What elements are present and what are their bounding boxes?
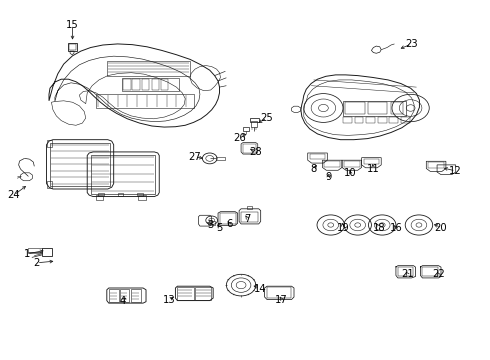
Text: 25: 25 (261, 113, 273, 123)
Bar (91, 155, 155, 194)
Bar (345, 102, 365, 114)
Bar (107, 61, 190, 76)
Text: 21: 21 (401, 269, 414, 279)
Text: 2: 2 (33, 258, 40, 268)
Bar (137, 193, 143, 196)
Text: 28: 28 (249, 147, 262, 157)
Bar (355, 117, 364, 123)
Bar (109, 289, 119, 302)
Bar (220, 213, 236, 224)
Bar (98, 193, 104, 196)
Text: 13: 13 (163, 294, 175, 305)
Text: 20: 20 (435, 222, 447, 233)
Bar (391, 102, 403, 114)
Bar (132, 79, 140, 90)
Text: 18: 18 (372, 222, 385, 233)
Text: 6: 6 (226, 219, 233, 229)
Bar (401, 117, 410, 123)
Text: 22: 22 (432, 269, 445, 279)
Text: 5: 5 (216, 222, 223, 233)
Bar (243, 127, 249, 131)
Bar (69, 44, 76, 50)
Bar (389, 117, 398, 123)
Bar (310, 154, 325, 159)
Bar (241, 212, 258, 222)
Bar (324, 161, 340, 167)
Bar (118, 193, 123, 196)
Bar (364, 159, 379, 164)
Bar (422, 267, 438, 276)
Bar (68, 43, 77, 51)
Text: 7: 7 (244, 213, 251, 224)
Bar (209, 221, 215, 225)
Bar (152, 79, 159, 90)
Bar (366, 117, 375, 123)
Bar (250, 118, 259, 122)
Text: 1: 1 (24, 249, 30, 259)
Text: 9: 9 (325, 172, 332, 182)
Bar (142, 79, 149, 90)
Bar (96, 195, 103, 200)
Bar (251, 121, 257, 127)
Text: 14: 14 (253, 284, 266, 294)
Bar (28, 248, 42, 253)
Bar (50, 143, 110, 186)
Bar (161, 79, 168, 90)
Bar (177, 287, 194, 300)
Text: 23: 23 (405, 39, 418, 49)
Bar (344, 161, 360, 167)
Bar (267, 287, 291, 298)
Bar (428, 162, 444, 168)
Bar (243, 144, 256, 153)
Bar (96, 94, 194, 108)
Text: 3: 3 (208, 220, 214, 230)
Bar (343, 101, 406, 116)
Bar (216, 157, 225, 160)
Text: 10: 10 (344, 168, 357, 178)
Text: 12: 12 (449, 166, 462, 176)
Text: 11: 11 (367, 164, 380, 174)
Text: 8: 8 (311, 164, 317, 174)
Bar (42, 248, 52, 256)
Text: 17: 17 (275, 294, 288, 305)
Bar (138, 195, 146, 200)
Text: 16: 16 (390, 222, 402, 233)
Bar (123, 79, 131, 90)
Text: 26: 26 (234, 132, 246, 143)
Bar (131, 289, 141, 302)
Text: 19: 19 (337, 222, 349, 233)
Text: 15: 15 (66, 20, 79, 30)
Bar (368, 102, 387, 114)
Bar (47, 181, 52, 188)
Bar (195, 287, 211, 300)
Text: 27: 27 (189, 152, 201, 162)
Bar (47, 140, 52, 147)
Bar (122, 78, 179, 91)
Text: 24: 24 (7, 190, 20, 200)
Bar (398, 267, 413, 276)
Bar (343, 117, 352, 123)
Bar (120, 289, 129, 302)
Bar (378, 117, 387, 123)
Text: 4: 4 (120, 296, 125, 306)
